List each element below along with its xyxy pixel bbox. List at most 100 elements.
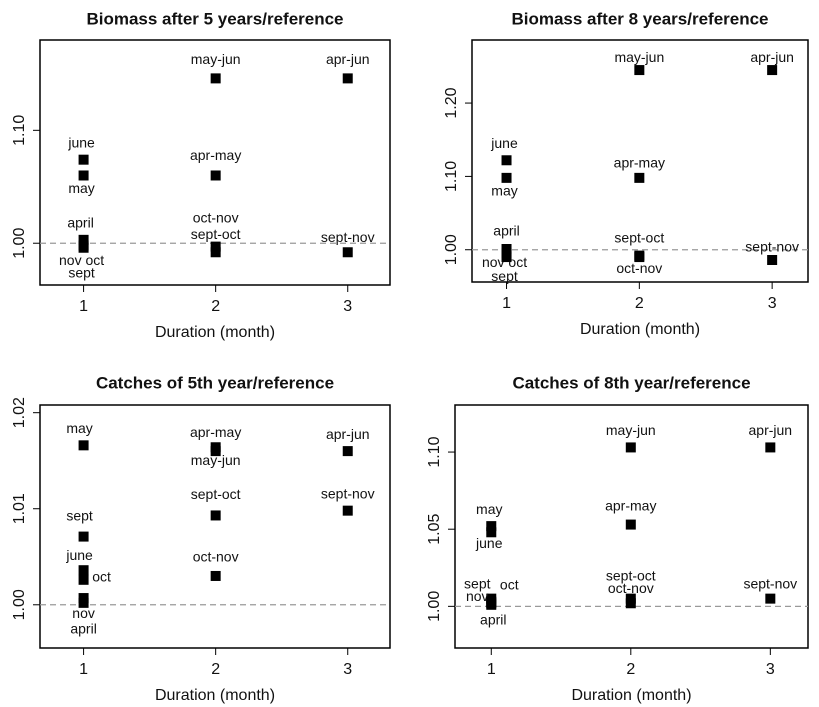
- y-tick-label: 1.20: [443, 87, 460, 118]
- x-tick-label: 3: [343, 298, 352, 315]
- y-tick-label: 1.05: [426, 514, 443, 545]
- point: [625, 519, 636, 530]
- point-label: apr-jun: [750, 49, 794, 65]
- point-label: april: [70, 621, 96, 637]
- point-label: may-jun: [191, 452, 241, 468]
- point: [486, 527, 497, 538]
- point-label: apr-jun: [749, 422, 793, 438]
- point: [78, 597, 89, 608]
- point-label: sept-nov: [743, 575, 797, 591]
- point-label: sept-nov: [321, 229, 375, 245]
- x-tick-label: 2: [211, 298, 220, 315]
- point: [342, 505, 353, 516]
- point: [634, 65, 645, 76]
- y-tick-label: 1.01: [11, 493, 28, 524]
- x-axis-label: Duration (month): [580, 321, 700, 338]
- point: [78, 574, 89, 585]
- point: [767, 255, 778, 265]
- panel-title: Catches of 8th year/reference: [512, 373, 750, 392]
- point-label: apr-jun: [326, 51, 370, 67]
- point-label: june: [490, 135, 518, 151]
- point: [210, 570, 221, 581]
- x-axis-label: Duration (month): [155, 324, 275, 341]
- point: [210, 247, 221, 258]
- y-tick-label: 1.00: [426, 591, 443, 622]
- point-label: apr-may: [614, 155, 665, 171]
- point-label: oct: [92, 569, 111, 585]
- point-label: may: [476, 501, 502, 517]
- y-tick-label: 1.10: [11, 115, 28, 146]
- point: [625, 442, 636, 453]
- y-tick-label: 1.02: [11, 397, 28, 428]
- point: [342, 73, 353, 84]
- x-tick-label: 1: [79, 298, 88, 315]
- x-tick-label: 3: [343, 661, 352, 678]
- x-tick-label: 1: [487, 661, 496, 678]
- x-axis-label: Duration (month): [571, 687, 691, 704]
- point-label: sept: [66, 507, 93, 523]
- point: [486, 599, 497, 610]
- point-label: sept-nov: [321, 485, 375, 501]
- point: [210, 446, 221, 457]
- point: [765, 593, 776, 604]
- point-label: sept: [464, 575, 491, 591]
- x-tick-label: 3: [768, 295, 777, 312]
- point-label: oct-nov: [193, 209, 239, 225]
- y-tick-label: 1.10: [426, 436, 443, 467]
- point-label: oct-nov: [193, 549, 239, 565]
- point-label: june: [65, 547, 93, 563]
- point-label: apr-jun: [326, 426, 370, 442]
- point-label: nov: [72, 605, 95, 621]
- panel-title: Biomass after 5 years/reference: [86, 9, 343, 28]
- point-label: nov: [466, 588, 489, 604]
- point: [210, 241, 221, 252]
- point-label: may-jun: [191, 51, 241, 67]
- x-tick-label: 1: [79, 661, 88, 678]
- point: [634, 172, 645, 183]
- point-label: apr-may: [190, 147, 241, 163]
- point-label: apr-may: [605, 497, 656, 513]
- point-label: sept-oct: [606, 567, 656, 583]
- point: [78, 242, 89, 253]
- y-tick-label: 1.00: [11, 228, 28, 259]
- point: [210, 73, 221, 84]
- point: [78, 440, 89, 451]
- point: [78, 234, 89, 245]
- point-label: sept-oct: [191, 226, 241, 242]
- plot-frame: [39, 39, 391, 286]
- y-tick-label: 1.00: [11, 589, 28, 620]
- point: [210, 170, 221, 181]
- point: [342, 247, 353, 258]
- panel-title: Catches of 5th year/reference: [96, 373, 334, 392]
- x-tick-label: 2: [211, 661, 220, 678]
- point-label: sept-nov: [745, 239, 799, 255]
- point: [486, 521, 497, 532]
- plot-frame: [454, 404, 809, 649]
- point-label: april: [67, 215, 93, 231]
- y-tick-label: 1.10: [443, 161, 460, 192]
- x-tick-label: 2: [635, 295, 644, 312]
- point: [634, 252, 645, 263]
- point: [767, 65, 778, 76]
- point: [78, 531, 89, 542]
- point-label: may: [68, 180, 94, 196]
- point: [210, 510, 221, 521]
- point-label: oct: [500, 576, 519, 592]
- y-tick-label: 1.00: [443, 234, 460, 265]
- point-label: nov oct: [482, 254, 527, 270]
- panel-title: Biomass after 8 years/reference: [511, 9, 768, 28]
- point: [342, 446, 353, 457]
- point-label: apr-may: [190, 424, 241, 440]
- point: [501, 252, 512, 263]
- point-label: oct-nov: [608, 580, 654, 596]
- point: [501, 155, 512, 166]
- point-label: june: [67, 134, 95, 150]
- point: [78, 565, 89, 576]
- x-tick-label: 3: [766, 661, 775, 678]
- point: [625, 598, 636, 609]
- point-label: may: [66, 420, 92, 436]
- point-label: may-jun: [614, 49, 664, 65]
- x-tick-label: 1: [502, 295, 511, 312]
- point-label: may: [491, 183, 517, 199]
- point-label: april: [480, 612, 506, 628]
